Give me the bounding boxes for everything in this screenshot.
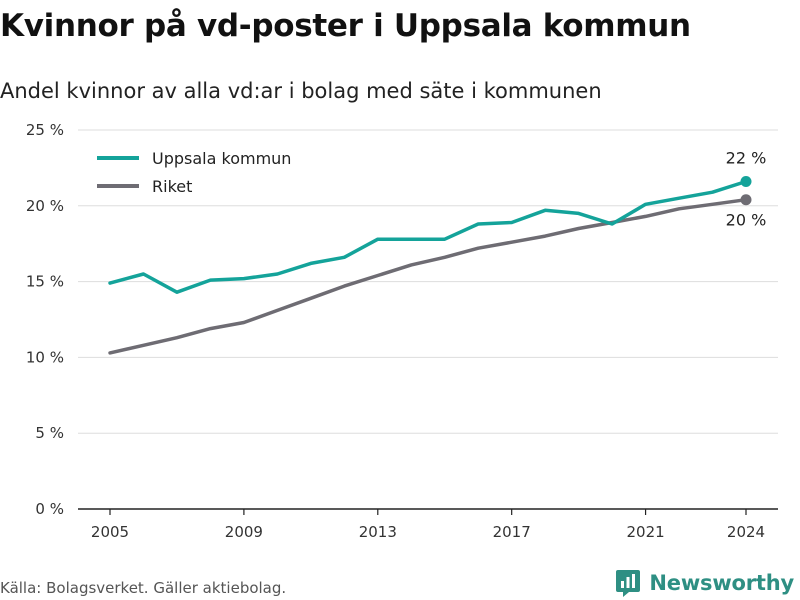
brand-name: Newsworthy: [649, 571, 794, 595]
x-tick-label: 2021: [626, 523, 664, 541]
y-tick-label: 0 %: [35, 500, 64, 518]
x-tick-label: 2005: [91, 523, 129, 541]
newsworthy-logo[interactable]: Newsworthy: [615, 568, 794, 598]
legend-label-riket: Riket: [152, 177, 192, 196]
chart-subtitle: Andel kvinnor av alla vd:ar i bolag med …: [0, 79, 602, 103]
x-tick-label: 2024: [727, 523, 765, 541]
newsworthy-icon: [616, 570, 641, 597]
y-tick-label: 25 %: [26, 121, 64, 139]
end-label-uppsala: 22 %: [726, 149, 767, 168]
x-tick-label: 2017: [493, 523, 531, 541]
end-label-riket: 20 %: [726, 211, 767, 230]
y-tick-label: 15 %: [26, 273, 64, 291]
y-tick-label: 20 %: [26, 197, 64, 215]
legend: Uppsala kommun Riket: [97, 149, 291, 196]
y-axis: 0 % 5 % 10 % 15 % 20 % 25 %: [26, 121, 64, 518]
series-line-riket: [108, 197, 748, 355]
legend-label-uppsala: Uppsala kommun: [152, 149, 291, 168]
chart-title: Kvinnor på vd-poster i Uppsala kommun: [0, 8, 691, 44]
y-tick-label: 10 %: [26, 348, 64, 366]
end-point-uppsala: [740, 176, 752, 188]
series-layer: 22 % 20 %: [108, 149, 767, 355]
x-axis: 2005 2009 2013 2017 2021 2024: [78, 508, 778, 541]
end-point-riket: [740, 194, 752, 206]
x-tick-label: 2009: [225, 523, 263, 541]
y-tick-label: 5 %: [35, 424, 64, 442]
x-tick-label: 2013: [359, 523, 397, 541]
source-note: Källa: Bolagsverket. Gäller aktiebolag.: [0, 579, 287, 597]
grid-lines: [78, 129, 778, 434]
series-line-uppsala: [108, 179, 748, 294]
